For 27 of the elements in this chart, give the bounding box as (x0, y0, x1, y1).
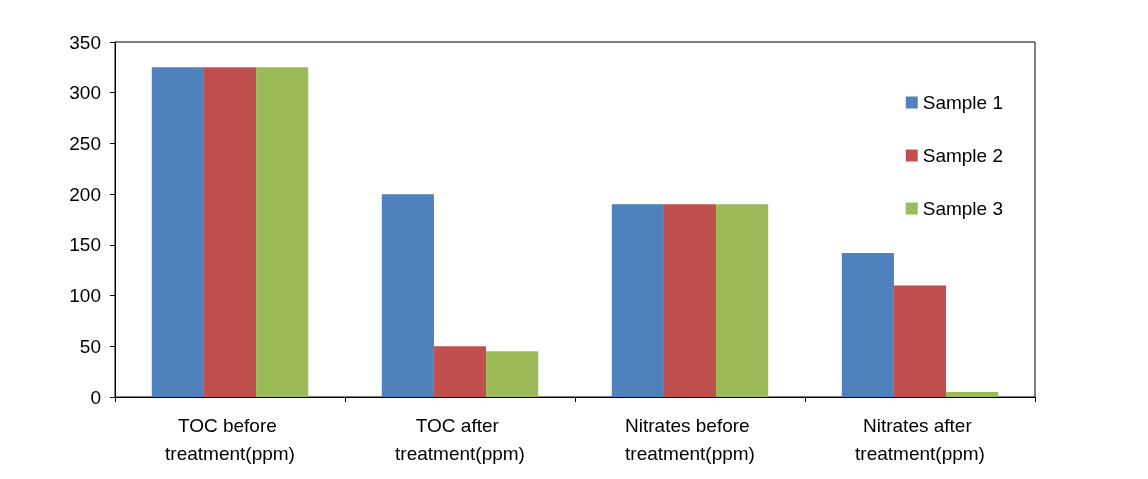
bar (151, 67, 204, 397)
y-tick-label: 250 (69, 132, 101, 154)
bar (486, 351, 539, 397)
y-tick-label: 150 (69, 234, 101, 256)
bar (841, 252, 894, 397)
bar (381, 194, 434, 397)
y-tick-label: 350 (69, 31, 101, 53)
x-tick-label: Nitrates before treatment(ppm) (625, 414, 755, 464)
y-tick-label: 200 (69, 183, 101, 205)
bar (433, 346, 487, 397)
bar (256, 67, 309, 397)
bar (663, 204, 717, 397)
y-tick-label: 300 (69, 82, 101, 104)
y-tick-label: 100 (69, 285, 101, 307)
legend-label: Sample 2 (922, 145, 1004, 166)
bar (946, 391, 999, 397)
x-tick-label: Nitrates after treatment(ppm) (855, 414, 985, 464)
bar (203, 67, 257, 397)
bar (716, 204, 769, 397)
bar (893, 285, 947, 397)
x-tick-label: TOC before treatment(ppm) (165, 414, 295, 464)
bar (611, 204, 664, 397)
x-tick-label: TOC after treatment(ppm) (395, 414, 525, 464)
y-tick-label: 0 (90, 386, 101, 408)
y-tick-label: 50 (79, 335, 101, 357)
legend-label: Sample 1 (922, 92, 1004, 113)
legend-label: Sample 3 (922, 198, 1004, 219)
